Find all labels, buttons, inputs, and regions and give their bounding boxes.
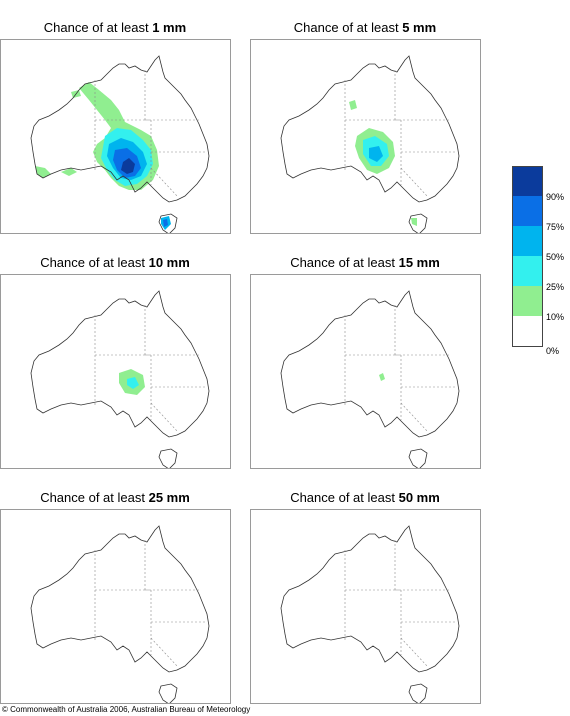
panel-title: Chance of at least 10 mm	[0, 255, 230, 271]
rain-probability-shading	[35, 82, 171, 230]
title-amount: 15 mm	[398, 255, 440, 270]
panel-title: Chance of at least 25 mm	[0, 490, 230, 506]
title-prefix: Chance of at least	[40, 490, 145, 505]
map-50mm	[250, 509, 481, 704]
legend-swatch	[512, 196, 543, 226]
title-prefix: Chance of at least	[40, 255, 145, 270]
legend-label: 0%	[546, 346, 560, 356]
title-amount: 50 mm	[398, 490, 440, 505]
title-prefix: Chance of at least	[293, 20, 399, 35]
coastline	[280, 290, 460, 438]
map-5mm	[250, 39, 481, 234]
copyright-footer: © Commonwealth of Australia 2006, Austra…	[2, 705, 251, 714]
title-amount: 10 mm	[148, 255, 190, 270]
state-borders	[94, 304, 208, 432]
map-1mm	[0, 39, 231, 234]
legend-label: 90%	[546, 192, 565, 202]
map-10mm	[0, 274, 231, 469]
rain-probability-shading	[379, 373, 385, 381]
rain-probability-shading	[119, 369, 145, 395]
tasmania-coast	[408, 213, 428, 233]
panel-title: Chance of at least 1 mm	[0, 20, 230, 36]
legend-label: 25%	[546, 282, 565, 292]
state-borders	[344, 304, 458, 432]
panel-title: Chance of at least 50 mm	[250, 490, 480, 506]
map-15mm	[250, 274, 481, 469]
tasmania-coast	[158, 448, 178, 468]
legend-label: 10%	[546, 312, 565, 322]
coastline	[30, 525, 210, 673]
tasmania-coast	[408, 448, 428, 468]
legend-swatch	[512, 316, 543, 347]
title-prefix: Chance of at least	[290, 490, 395, 505]
map-25mm	[0, 509, 231, 704]
title-prefix: Chance of at least	[290, 255, 395, 270]
legend-label: 75%	[546, 222, 565, 232]
state-borders	[344, 539, 458, 667]
tasmania-coast	[158, 683, 178, 703]
coastline	[30, 290, 210, 438]
legend-swatch	[512, 256, 543, 286]
legend-swatch	[512, 286, 543, 316]
tasmania-coast	[408, 683, 428, 703]
coastline	[280, 525, 460, 673]
legend-swatch	[512, 226, 543, 256]
rain-probability-shading	[349, 100, 417, 226]
panel-title: Chance of at least 15 mm	[250, 255, 480, 271]
title-prefix: Chance of at least	[43, 20, 149, 35]
title-amount: 5 mm	[402, 20, 437, 35]
title-amount: 25 mm	[148, 490, 190, 505]
panel-title: Chance of at least 5 mm	[250, 20, 480, 36]
title-amount: 1 mm	[152, 20, 187, 35]
legend-label: 50%	[546, 252, 565, 262]
state-borders	[94, 539, 208, 667]
legend-swatch	[512, 166, 543, 197]
